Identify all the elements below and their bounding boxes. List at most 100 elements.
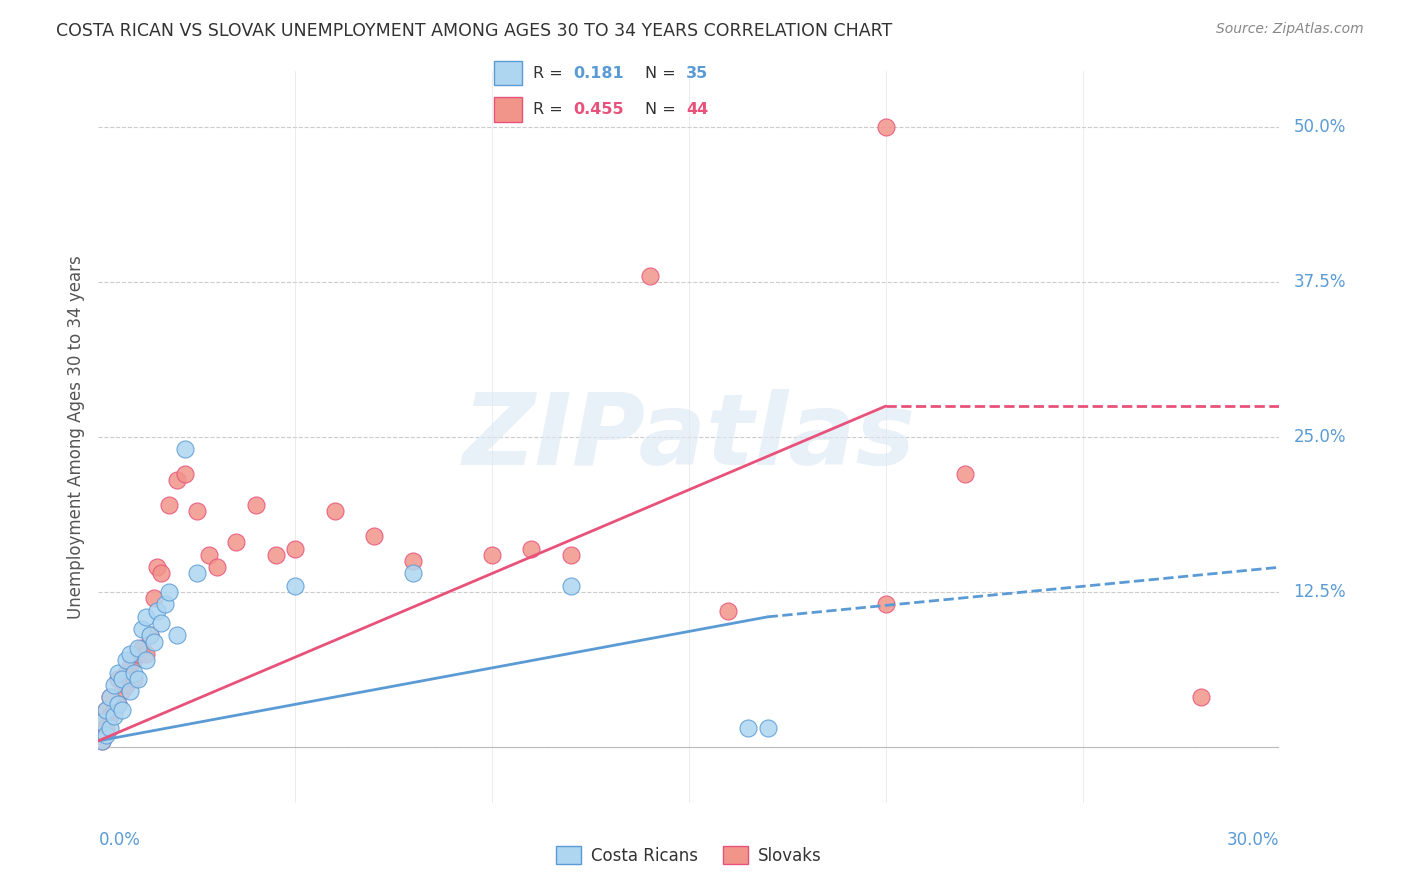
Point <box>186 504 208 518</box>
Point <box>481 548 503 562</box>
Point <box>107 672 129 686</box>
Point <box>560 579 582 593</box>
Point <box>96 703 118 717</box>
Text: 0.0%: 0.0% <box>98 830 141 848</box>
Text: 37.5%: 37.5% <box>1294 273 1346 291</box>
Point <box>107 697 129 711</box>
Y-axis label: Unemployment Among Ages 30 to 34 years: Unemployment Among Ages 30 to 34 years <box>66 255 84 619</box>
Text: ZIPatlas: ZIPatlas <box>463 389 915 485</box>
Text: Source: ZipAtlas.com: Source: ZipAtlas.com <box>1216 22 1364 37</box>
Point <box>135 653 157 667</box>
Point <box>111 672 134 686</box>
Point <box>107 665 129 680</box>
Point <box>118 684 141 698</box>
Point <box>96 722 118 736</box>
Point <box>323 504 346 518</box>
Point <box>142 634 165 648</box>
Point <box>737 722 759 736</box>
Point <box>264 548 287 562</box>
Text: R =: R = <box>533 66 568 81</box>
Point <box>103 709 125 723</box>
Point <box>118 659 141 673</box>
Point <box>875 120 897 135</box>
Point <box>138 628 160 642</box>
Point <box>953 467 976 482</box>
Point <box>1189 690 1212 705</box>
Text: 25.0%: 25.0% <box>1294 428 1346 446</box>
Point <box>96 703 118 717</box>
Point <box>205 560 228 574</box>
Point <box>756 722 779 736</box>
Point <box>155 598 177 612</box>
Point <box>284 579 307 593</box>
Text: R =: R = <box>533 102 568 117</box>
Point <box>115 653 138 667</box>
Text: 12.5%: 12.5% <box>1294 583 1346 601</box>
Point <box>91 734 114 748</box>
Text: N =: N = <box>645 66 682 81</box>
Point <box>127 647 149 661</box>
Point <box>135 610 157 624</box>
Point <box>107 697 129 711</box>
Text: N =: N = <box>645 102 682 117</box>
Point <box>157 498 180 512</box>
Point <box>135 647 157 661</box>
Point <box>138 628 160 642</box>
Point <box>91 734 114 748</box>
Bar <box>494 62 522 86</box>
Text: 0.181: 0.181 <box>574 66 624 81</box>
Point <box>122 665 145 680</box>
Point <box>115 665 138 680</box>
Point <box>717 604 740 618</box>
Point <box>91 715 114 730</box>
Legend: Costa Ricans, Slovaks: Costa Ricans, Slovaks <box>550 839 828 871</box>
Point <box>98 722 121 736</box>
Point <box>91 715 114 730</box>
Text: COSTA RICAN VS SLOVAK UNEMPLOYMENT AMONG AGES 30 TO 34 YEARS CORRELATION CHART: COSTA RICAN VS SLOVAK UNEMPLOYMENT AMONG… <box>56 22 893 40</box>
Point <box>146 604 169 618</box>
Point <box>103 703 125 717</box>
Point <box>98 690 121 705</box>
Point <box>174 467 197 482</box>
Point <box>103 678 125 692</box>
Point <box>127 640 149 655</box>
Point <box>402 566 425 581</box>
Point <box>98 690 121 705</box>
Bar <box>494 97 522 122</box>
Point <box>875 598 897 612</box>
Text: 50.0%: 50.0% <box>1294 118 1346 136</box>
Point <box>146 560 169 574</box>
Point <box>520 541 543 556</box>
Point <box>98 709 121 723</box>
Point <box>174 442 197 457</box>
Point <box>131 622 153 636</box>
Point <box>122 672 145 686</box>
Point <box>166 474 188 488</box>
Text: 0.455: 0.455 <box>574 102 624 117</box>
Point <box>245 498 267 512</box>
Point <box>118 647 141 661</box>
Point <box>111 703 134 717</box>
Point <box>122 653 145 667</box>
Point <box>638 268 661 283</box>
Point <box>402 554 425 568</box>
Text: 30.0%: 30.0% <box>1227 830 1279 848</box>
Point <box>150 615 173 630</box>
Point <box>560 548 582 562</box>
Point <box>166 628 188 642</box>
Point <box>142 591 165 606</box>
Point <box>363 529 385 543</box>
Point <box>96 728 118 742</box>
Point <box>150 566 173 581</box>
Point <box>284 541 307 556</box>
Point <box>111 684 134 698</box>
Point <box>115 678 138 692</box>
Point <box>186 566 208 581</box>
Point <box>197 548 219 562</box>
Text: 35: 35 <box>686 66 709 81</box>
Point <box>127 672 149 686</box>
Point <box>157 585 180 599</box>
Text: 44: 44 <box>686 102 709 117</box>
Point <box>225 535 247 549</box>
Point <box>131 640 153 655</box>
